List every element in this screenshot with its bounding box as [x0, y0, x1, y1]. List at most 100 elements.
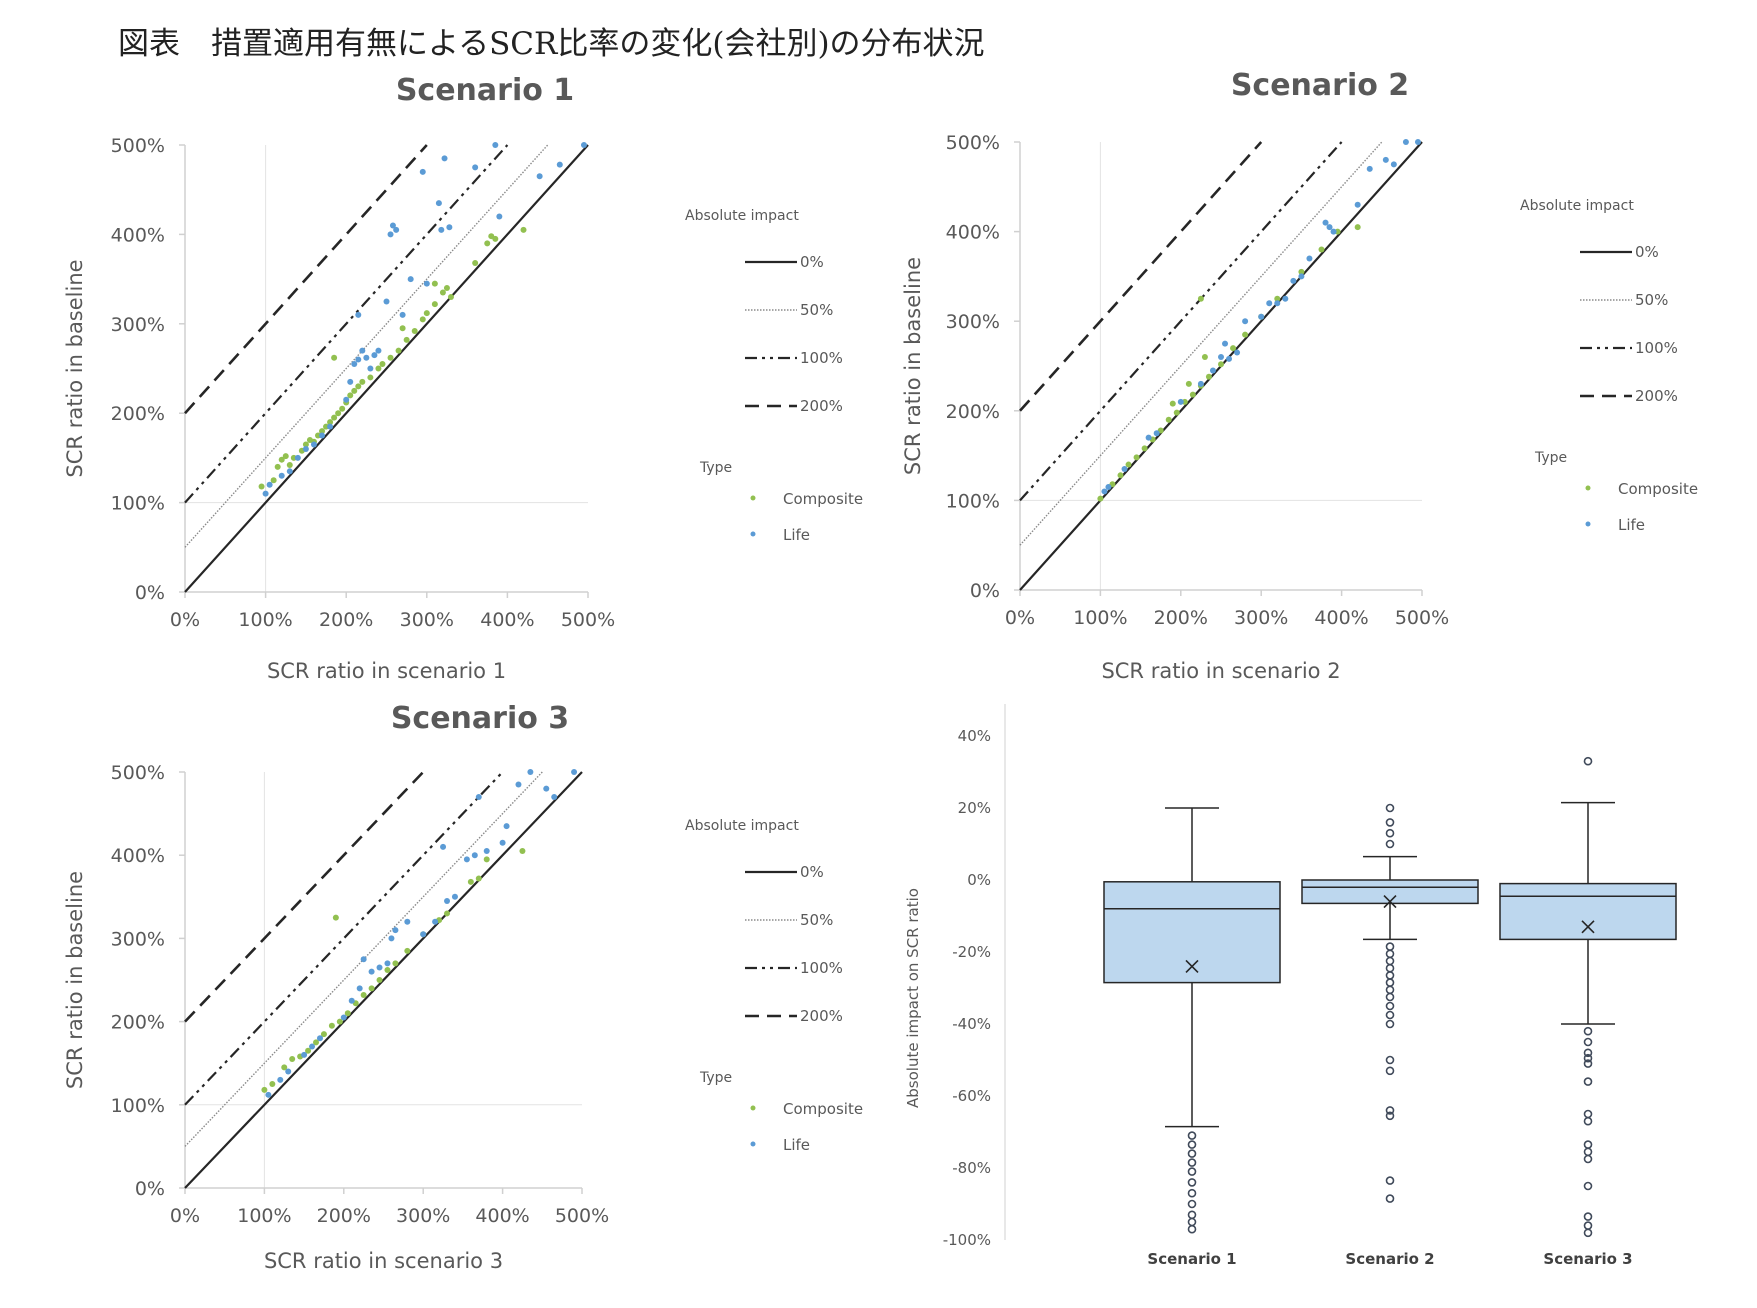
- life-point: [527, 769, 534, 775]
- life-point: [1382, 156, 1389, 163]
- box-3: Scenario 3: [1499, 756, 1677, 1268]
- composite-point: [1242, 331, 1249, 338]
- composite-point: [327, 419, 334, 426]
- legend-line-label: 50%: [1635, 291, 1668, 309]
- life-point: [1366, 165, 1373, 172]
- composite-point: [347, 392, 354, 399]
- composite-point: [423, 310, 430, 317]
- outlier-point: [1385, 1194, 1395, 1203]
- life-point: [420, 931, 427, 938]
- composite-point: [472, 260, 479, 267]
- composite-point: [1141, 445, 1148, 452]
- outlier-point: [1385, 971, 1395, 980]
- scatter-chart-3: 0% 100% 200% 300% 400% 500% 0% 100% 200% 300% 400%…: [63, 701, 863, 1273]
- life-point: [285, 1068, 292, 1075]
- composite-point: [1230, 345, 1237, 352]
- composite-point: [431, 280, 438, 287]
- y-tick-label: 500%: [946, 132, 1000, 154]
- life-point: [580, 142, 587, 148]
- life-point: [1330, 228, 1337, 235]
- legend-marker: [750, 495, 756, 501]
- composite-point: [302, 441, 309, 448]
- reference-line-100%: [1019, 141, 1343, 502]
- outlier-point: [1187, 1149, 1197, 1158]
- composite-point: [360, 991, 367, 998]
- life-point: [472, 164, 479, 171]
- outlier-point: [1583, 1116, 1593, 1126]
- composite-point: [475, 875, 482, 882]
- life-point: [277, 1076, 284, 1083]
- composite-point: [1125, 461, 1132, 468]
- life-point: [359, 347, 366, 354]
- legend-line-label: 0%: [800, 253, 824, 271]
- life-point: [438, 226, 445, 233]
- life-point: [423, 280, 430, 287]
- outlier-point: [1385, 1106, 1395, 1115]
- outlier-point: [1583, 1181, 1593, 1191]
- legend-series-label: Composite: [783, 1100, 863, 1118]
- outlier-point: [1385, 1055, 1395, 1065]
- composite-point: [431, 301, 438, 308]
- life-point: [407, 276, 414, 283]
- composite-point: [1173, 409, 1180, 416]
- composite-point: [367, 374, 374, 381]
- outlier-point: [1385, 1111, 1395, 1121]
- life-point: [1258, 313, 1265, 320]
- composite-point: [359, 378, 366, 385]
- legend-lines-title: Absolute impact: [685, 208, 799, 224]
- life-point: [496, 213, 503, 220]
- composite-point: [384, 967, 391, 974]
- life-point: [371, 352, 378, 359]
- y-tick-label: 200%: [111, 403, 165, 425]
- outlier-point: [1583, 1026, 1593, 1036]
- x-tick-label: 400%: [475, 1205, 529, 1227]
- box-2: Scenario 2: [1301, 803, 1479, 1268]
- composite-point: [447, 293, 454, 300]
- composite-point: [278, 456, 285, 463]
- life-point: [351, 361, 358, 368]
- outlier-point: [1187, 1217, 1197, 1227]
- life-point: [1234, 349, 1241, 356]
- composite-point: [399, 325, 406, 332]
- legend-line-label: 200%: [800, 397, 843, 415]
- composite-point: [483, 856, 490, 863]
- composite-point: [328, 1022, 335, 1029]
- outlier-point: [1187, 1131, 1197, 1140]
- outlier-point: [1583, 756, 1593, 766]
- outlier-point: [1385, 1001, 1395, 1011]
- composite-point: [1197, 295, 1204, 302]
- life-point: [1218, 354, 1224, 361]
- life-point: [1145, 434, 1152, 441]
- composite-point: [395, 347, 402, 354]
- life-point: [392, 927, 399, 934]
- outlier-point: [1187, 1199, 1197, 1209]
- y-axis-label: SCR ratio in baseline: [901, 257, 925, 475]
- life-point: [499, 839, 506, 846]
- life-point: [444, 897, 451, 904]
- life-point: [463, 856, 470, 863]
- life-point: [1242, 318, 1249, 325]
- chart-title: Scenario 3: [391, 701, 569, 736]
- legend-line-label: 200%: [1635, 387, 1678, 405]
- life-point: [556, 161, 563, 168]
- y-axis-label: Absolute impact on SCR ratio: [904, 888, 922, 1108]
- life-point: [446, 224, 453, 231]
- x-tick-label: 500%: [555, 1205, 609, 1227]
- composite-point: [439, 289, 446, 296]
- y-tick-label: 500%: [111, 135, 165, 157]
- composite-point: [320, 1031, 327, 1038]
- outlier-point: [1583, 1228, 1593, 1238]
- legend-series-label: Composite: [783, 490, 863, 508]
- life-point: [571, 769, 578, 775]
- y-tick-label: 400%: [111, 224, 165, 246]
- x-tick-label: 500%: [1395, 607, 1449, 629]
- composite-point: [269, 1081, 276, 1087]
- life-point: [393, 226, 400, 233]
- reference-line-50%: [1019, 141, 1383, 546]
- legend-type-title: Type: [699, 460, 732, 476]
- composite-point: [1117, 472, 1124, 479]
- y-tick-label: 0%: [135, 1178, 165, 1200]
- life-point: [348, 997, 355, 1004]
- y-tick-label: -100%: [943, 1231, 991, 1249]
- composite-point: [1165, 416, 1172, 423]
